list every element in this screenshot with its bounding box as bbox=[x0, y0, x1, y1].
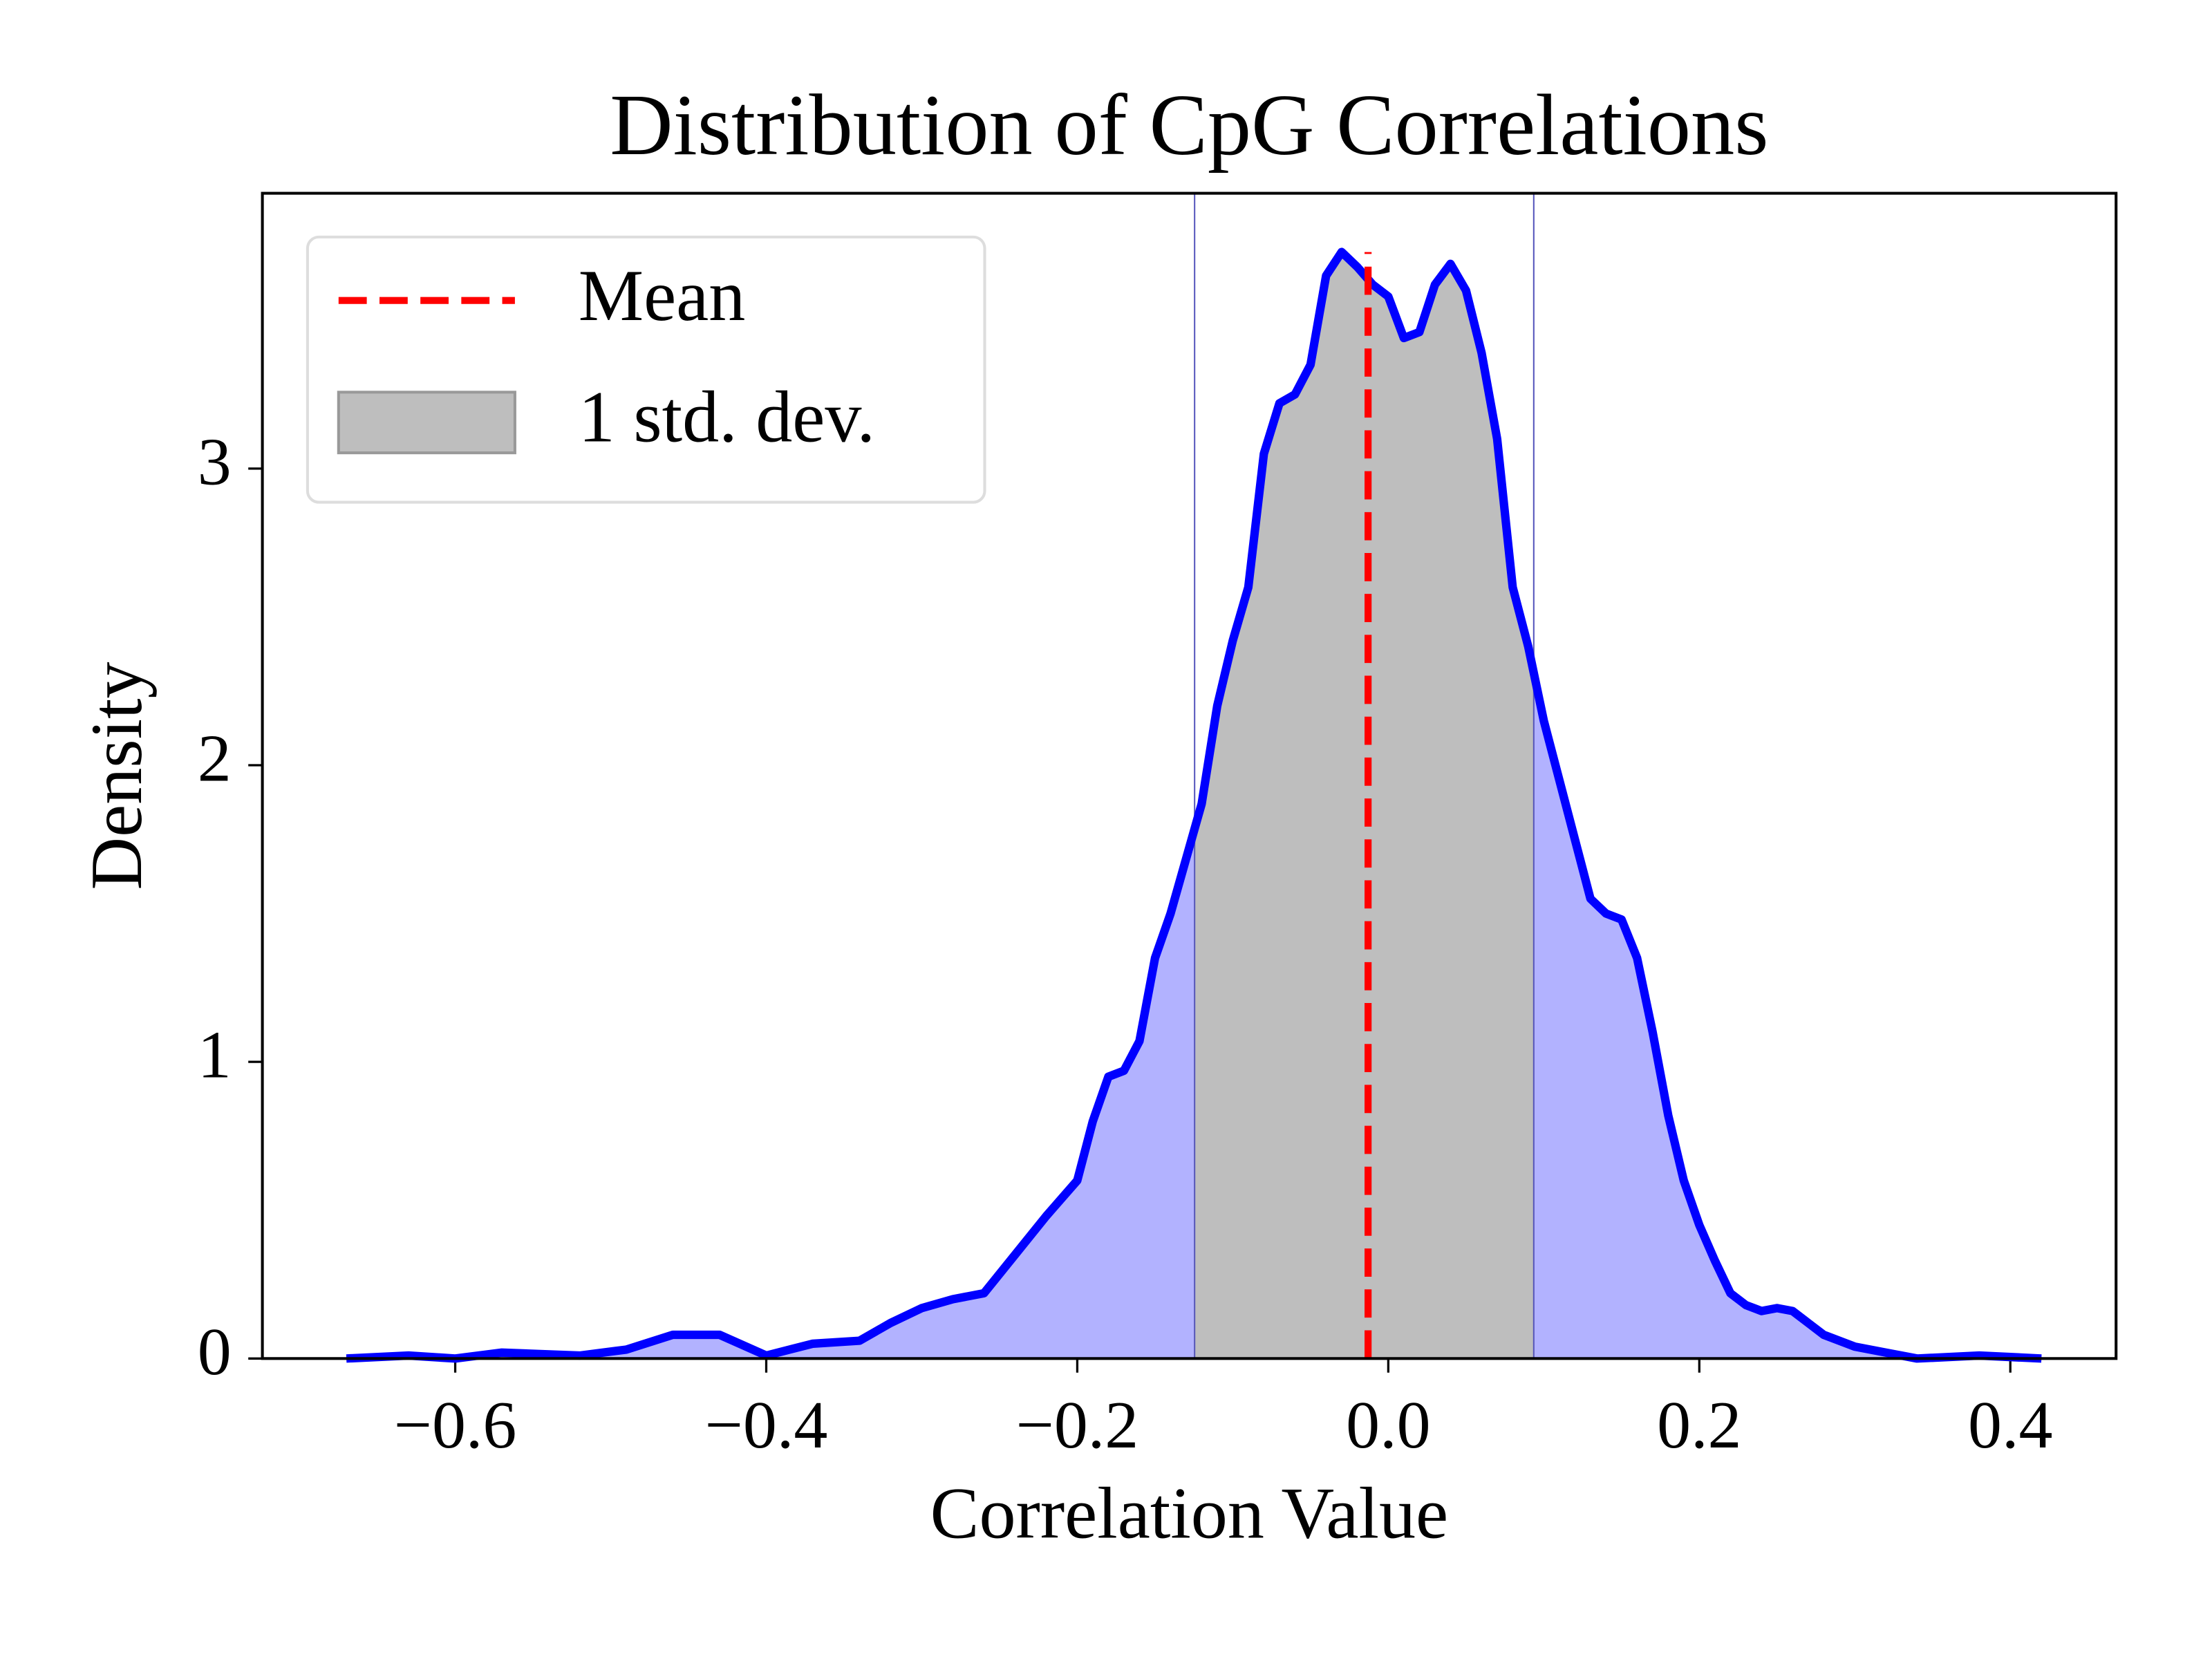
density-area bbox=[346, 252, 2042, 1359]
legend-band-swatch bbox=[337, 391, 516, 455]
x-tick-label: 0.2 bbox=[1657, 1388, 1741, 1463]
std-band bbox=[1194, 252, 1535, 1359]
plot-frame bbox=[261, 191, 2118, 1360]
y-axis-label: Density bbox=[75, 662, 157, 890]
legend-label: Mean bbox=[579, 254, 746, 336]
x-tick-label: −0.6 bbox=[394, 1388, 517, 1463]
x-tick-label: 0.0 bbox=[1346, 1388, 1430, 1463]
y-tick-label: 0 bbox=[198, 1315, 232, 1389]
x-tick-label: 0.4 bbox=[1968, 1388, 2052, 1463]
legend-label: 1 std. dev. bbox=[579, 376, 875, 458]
x-tick-label: −0.4 bbox=[705, 1388, 828, 1463]
chart-title: Distribution of CpG Correlations bbox=[610, 77, 1768, 174]
x-tick-label: −0.2 bbox=[1016, 1388, 1139, 1463]
y-tick-label: 2 bbox=[198, 721, 232, 796]
x-axis-label: Correlation Value bbox=[930, 1472, 1448, 1553]
y-tick-label: 1 bbox=[198, 1018, 232, 1093]
y-tick-label: 3 bbox=[198, 424, 232, 499]
